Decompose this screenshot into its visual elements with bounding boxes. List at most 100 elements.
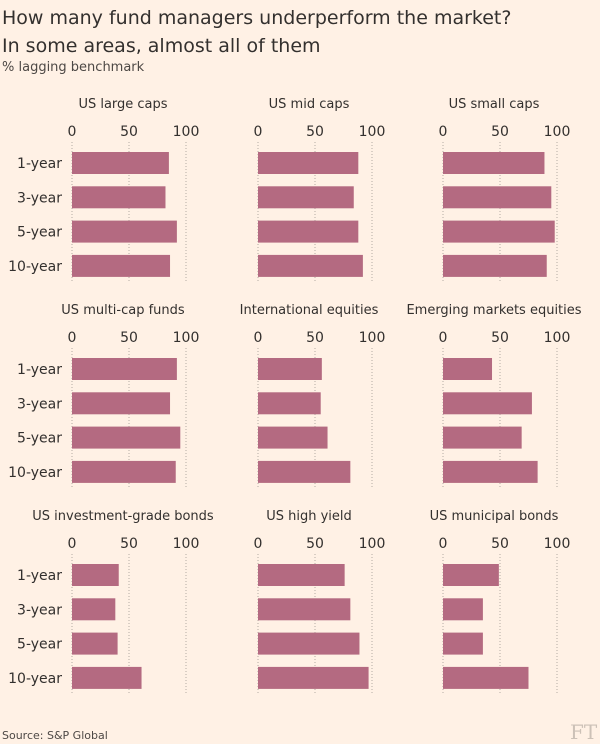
panel-title: US municipal bonds xyxy=(430,509,559,524)
bar-5-year xyxy=(72,426,181,449)
category-label: 1-year xyxy=(17,362,62,378)
bar-5-year xyxy=(72,220,177,243)
panel-title: US mid caps xyxy=(269,97,350,112)
bar-10-year xyxy=(443,460,538,483)
category-label: 1-year xyxy=(17,156,62,172)
category-label: 3-year xyxy=(17,602,62,618)
x-tick-label: 50 xyxy=(120,536,138,552)
category-label: 10-year xyxy=(8,259,62,275)
x-tick-label: 0 xyxy=(439,536,448,552)
x-tick-label: 0 xyxy=(68,536,77,552)
bar-1-year xyxy=(258,564,345,586)
bar-10-year xyxy=(72,666,142,689)
bar-5-year xyxy=(443,632,483,655)
x-tick-label: 50 xyxy=(120,330,138,346)
bar-10-year xyxy=(258,460,351,483)
x-tick-label: 100 xyxy=(173,124,200,140)
panel-title: US multi-cap funds xyxy=(61,303,185,318)
x-tick-label: 100 xyxy=(173,330,200,346)
panel-4: US multi-cap funds 0 50 100 1-year 3-year 5-ye… xyxy=(8,303,199,489)
category-label: 5-year xyxy=(17,637,62,653)
bar-3-year xyxy=(72,598,116,621)
bar-3-year xyxy=(443,598,483,621)
bar-1-year xyxy=(443,152,545,174)
x-tick-label: 100 xyxy=(359,330,386,346)
bar-10-year xyxy=(258,666,369,689)
source-note: Source: S&P Global xyxy=(2,729,108,742)
x-tick-label: 100 xyxy=(359,536,386,552)
bar-10-year xyxy=(72,460,176,483)
bar-3-year xyxy=(443,392,532,415)
x-tick-label: 50 xyxy=(306,124,324,140)
bar-1-year xyxy=(258,152,359,174)
bar-10-year xyxy=(258,254,363,277)
bar-3-year xyxy=(443,186,552,209)
category-label: 10-year xyxy=(8,671,62,687)
x-tick-label: 0 xyxy=(439,330,448,346)
panel-7: US investment-grade bonds 0 50 100 1-year 3-y… xyxy=(8,509,214,695)
bar-3-year xyxy=(72,392,171,415)
x-tick-label: 100 xyxy=(544,124,571,140)
panel-2: US mid caps 0 50 100 xyxy=(254,97,386,283)
x-tick-label: 100 xyxy=(173,536,200,552)
bar-5-year xyxy=(72,632,118,655)
category-label: 3-year xyxy=(17,190,62,206)
category-label: 10-year xyxy=(8,465,62,481)
bar-1-year xyxy=(258,358,322,380)
panel-9: US municipal bonds 0 50 100 xyxy=(430,509,571,695)
bar-1-year xyxy=(443,564,499,586)
x-tick-label: 100 xyxy=(544,536,571,552)
bar-1-year xyxy=(72,564,119,586)
x-tick-label: 0 xyxy=(439,124,448,140)
x-tick-label: 50 xyxy=(491,124,509,140)
category-label: 1-year xyxy=(17,568,62,584)
bar-3-year xyxy=(258,186,354,209)
bar-1-year xyxy=(72,358,177,380)
x-tick-label: 0 xyxy=(254,536,263,552)
title-line-2: In some areas, almost all of them xyxy=(2,35,321,57)
panel-title: US high yield xyxy=(266,509,352,524)
x-tick-label: 50 xyxy=(306,330,324,346)
bar-10-year xyxy=(72,254,171,277)
ft-logo: FT xyxy=(570,720,598,744)
x-tick-label: 100 xyxy=(544,330,571,346)
panel-5: International equities 0 50 100 xyxy=(240,303,386,489)
bar-5-year xyxy=(443,220,555,243)
bar-1-year xyxy=(72,152,169,174)
category-label: 5-year xyxy=(17,431,62,447)
panel-title: International equities xyxy=(240,303,379,318)
panel-title: US investment-grade bonds xyxy=(32,509,214,524)
x-tick-label: 0 xyxy=(254,124,263,140)
x-tick-label: 0 xyxy=(68,330,77,346)
category-label: 5-year xyxy=(17,225,62,241)
title-line-1: How many fund managers underperform the … xyxy=(2,7,512,29)
bar-5-year xyxy=(258,426,328,449)
bar-10-year xyxy=(443,254,547,277)
panel-title: US large caps xyxy=(78,97,167,112)
bar-10-year xyxy=(443,666,529,689)
x-tick-label: 0 xyxy=(68,124,77,140)
x-tick-label: 50 xyxy=(491,330,509,346)
category-label: 3-year xyxy=(17,396,62,412)
x-tick-label: 50 xyxy=(491,536,509,552)
bar-1-year xyxy=(443,358,493,380)
bar-3-year xyxy=(258,598,351,621)
x-tick-label: 0 xyxy=(254,330,263,346)
bar-5-year xyxy=(258,220,359,243)
bar-3-year xyxy=(258,392,321,415)
x-tick-label: 100 xyxy=(359,124,386,140)
bar-5-year xyxy=(443,426,522,449)
panel-6: Emerging markets equities 0 50 100 xyxy=(406,303,582,489)
bar-3-year xyxy=(72,186,166,209)
x-tick-label: 50 xyxy=(306,536,324,552)
x-tick-label: 50 xyxy=(120,124,138,140)
panel-title: US small caps xyxy=(449,97,540,112)
chart-subtitle: % lagging benchmark xyxy=(2,60,145,75)
panel-title: Emerging markets equities xyxy=(406,303,581,318)
bar-5-year xyxy=(258,632,360,655)
